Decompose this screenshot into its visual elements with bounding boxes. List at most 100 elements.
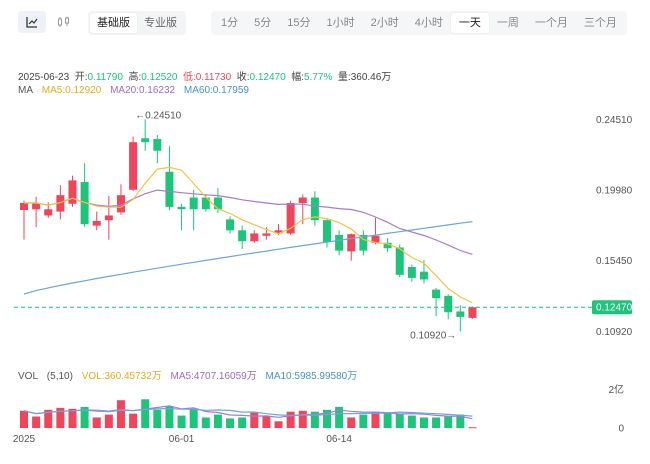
candle-body <box>226 219 235 231</box>
ohlc-legend: 2025-06-23 开:0.11790 高:0.12520 低:0.11730… <box>18 68 391 83</box>
high-annotation: ←0.24510 <box>135 110 182 121</box>
candle-body <box>323 220 331 243</box>
volume-tick-label: 0 <box>618 424 624 435</box>
candlestick-icon[interactable] <box>50 11 78 33</box>
vol-label: VOL <box>18 371 39 382</box>
line-chart-icon[interactable] <box>18 11 46 33</box>
price-tick-label: 0.15450 <box>596 256 633 267</box>
candle-body <box>44 209 53 216</box>
candle-body <box>310 197 319 221</box>
volume-bar <box>68 408 77 428</box>
candle-body <box>177 206 186 210</box>
volume-bar <box>419 417 428 428</box>
current-price-label: 0.12470 <box>596 303 633 314</box>
interval-4h[interactable]: 4小时 <box>414 17 443 29</box>
interval-2h[interactable]: 2小时 <box>370 17 399 29</box>
ma5-value: MA5:0.12920 <box>41 85 102 96</box>
volume-tick-label: 2亿 <box>608 383 624 396</box>
candle-body <box>468 307 477 318</box>
volume-bar <box>310 411 319 428</box>
candle-body <box>56 195 65 212</box>
x-tick-label: 2025 <box>13 434 36 445</box>
volume-ma5-line <box>23 405 473 420</box>
legend-low: 0.11730 <box>195 72 232 83</box>
volume-bar <box>298 410 307 428</box>
volume-bar <box>116 400 125 428</box>
volume-bar <box>274 421 283 428</box>
candle-body <box>165 171 174 207</box>
ma-label: MA <box>18 85 33 96</box>
volume-bar <box>189 408 198 428</box>
interval-1w[interactable]: 一周 <box>496 17 519 29</box>
vol-legend: VOL (5,10) VOL:360.45732万 MA5:4707.16059… <box>18 367 363 382</box>
mode-pro-button[interactable]: 专业版 <box>144 17 177 29</box>
volume-bar <box>444 416 453 428</box>
candle-body <box>201 197 210 210</box>
volume-bar <box>468 427 477 429</box>
candle-body <box>153 139 162 151</box>
candle-body <box>432 289 441 299</box>
legend-date: 2025-06-23 <box>18 72 70 83</box>
price-tick-label: 0.10920 <box>596 327 633 338</box>
candle-body <box>444 295 453 313</box>
legend-high-label: 高: <box>128 72 142 83</box>
volume-bar <box>383 412 392 428</box>
legend-high: 0.12520 <box>141 72 178 83</box>
legend-change: 5.77% <box>304 72 333 83</box>
candle-body <box>68 180 77 204</box>
legend-open-label: 开: <box>74 72 88 83</box>
volume-bar <box>56 407 65 428</box>
interval-1m[interactable]: 1分 <box>221 17 239 29</box>
candle-body <box>92 220 101 226</box>
volume-ma10-line <box>23 407 473 417</box>
vol-value: VOL:360.45732万 <box>81 371 162 382</box>
volume-bar <box>129 413 138 428</box>
current-price-tag <box>592 300 632 315</box>
interval-1mo[interactable]: 一个月 <box>534 17 568 29</box>
volume-bar <box>359 414 368 428</box>
candle-body <box>383 242 392 249</box>
candle-body <box>298 197 307 203</box>
volume-bar <box>165 405 174 428</box>
ma60-value: MA60:0.17959 <box>183 85 249 96</box>
candle-body <box>141 138 150 143</box>
candle-body <box>20 202 28 211</box>
candle-body <box>262 233 271 236</box>
volume-bar <box>20 410 28 428</box>
volume-bar <box>456 414 465 428</box>
vol-ma10-value: MA10:5985.99580万 <box>265 371 358 382</box>
interval-1h[interactable]: 1小时 <box>326 17 355 29</box>
interval-5m[interactable]: 5分 <box>254 17 272 29</box>
candle-body <box>104 215 113 221</box>
legend-close-label: 收: <box>236 72 250 83</box>
x-tick-label: 06-01 <box>169 434 195 445</box>
volume-bar <box>347 417 356 428</box>
interval-1d[interactable]: 一天 <box>450 13 489 33</box>
interval-3mo[interactable]: 三个月 <box>583 17 617 29</box>
legend-volume-label: 量: <box>337 72 351 83</box>
volume-bar <box>141 399 150 428</box>
chart-toolbar: 基础版 专业版 1分 5分 15分 1小时 2小时 4小时 一天 一周 一个月 … <box>0 0 650 44</box>
ma-legend: MA MA5:0.12920 MA20:0.16232 MA60:0.17959 <box>18 85 255 96</box>
legend-close: 0.12470 <box>249 72 286 83</box>
vol-ma5-value: MA5:4707.16059万 <box>170 371 257 382</box>
volume-bar <box>177 415 186 428</box>
chart-type-group <box>18 11 78 33</box>
interval-15m[interactable]: 15分 <box>287 17 311 29</box>
candle-body <box>274 230 283 234</box>
mode-switch: 基础版 专业版 <box>88 11 186 35</box>
ma20-line <box>24 189 473 255</box>
candle-body <box>189 197 198 210</box>
volume-bar <box>44 409 53 428</box>
mode-basic-button[interactable]: 基础版 <box>90 13 137 33</box>
volume-bar <box>92 417 101 428</box>
candle-body <box>286 202 295 234</box>
legend-low-label: 低: <box>182 72 196 83</box>
candle-body <box>395 247 404 275</box>
volume-bar <box>104 414 113 428</box>
volume-bar <box>32 416 41 428</box>
price-tick-label: 0.19980 <box>596 186 633 197</box>
candle-body <box>32 202 41 210</box>
candle-body <box>371 235 380 243</box>
